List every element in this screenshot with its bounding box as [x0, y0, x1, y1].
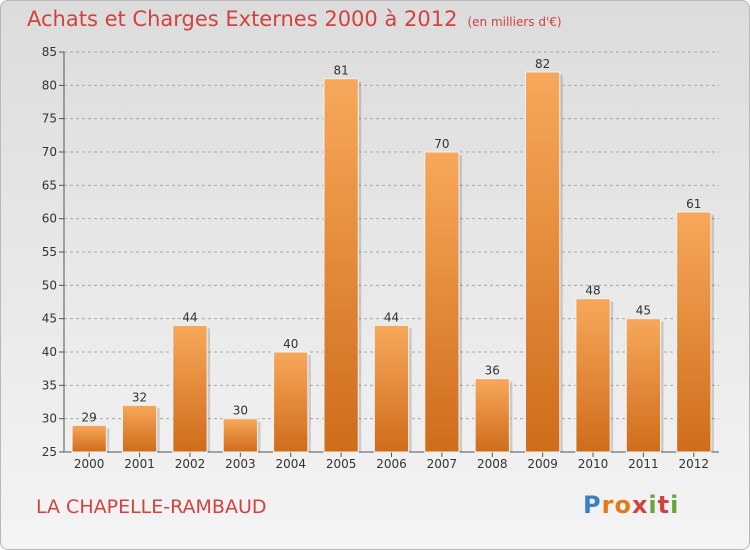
x-tick-label: 2007	[427, 457, 458, 471]
y-tick-label: 45	[42, 312, 57, 326]
bar-2004	[273, 351, 309, 453]
bar-2011	[625, 318, 662, 453]
y-tick-label: 25	[42, 445, 57, 459]
bar-value-label: 70	[434, 137, 449, 151]
bar-value-label: 44	[182, 310, 197, 324]
chart-title: Achats et Charges Externes 2000 à 2012 (e…	[27, 7, 562, 31]
bar-value-label: 30	[233, 404, 248, 418]
bars	[71, 71, 714, 453]
logo-letter: o	[614, 491, 632, 519]
x-tick-label: 2005	[326, 457, 357, 471]
y-tick-label: 50	[42, 278, 57, 292]
x-tick-label: 2001	[124, 457, 155, 471]
bar-2012	[676, 211, 712, 453]
labels: 25 30 35 40 45 50 55 60 65 70 75 80 85 29 2000 32 2001 44…	[42, 45, 709, 471]
bar-value-label: 61	[686, 197, 701, 211]
bar-value-label: 36	[485, 364, 500, 378]
x-tick-label: 2004	[275, 457, 306, 471]
bar-2006	[373, 324, 410, 453]
title-unit: (en milliers d'€)	[467, 15, 562, 29]
title-text: Achats et Charges Externes 2000 à 2012	[27, 7, 458, 31]
bar-value-label: 32	[132, 390, 147, 404]
y-tick-label: 30	[42, 412, 57, 426]
bar-2001	[121, 404, 158, 453]
y-tick-label: 65	[42, 178, 57, 192]
logo-letter: x	[631, 491, 649, 519]
bar-value-label: 48	[585, 284, 600, 298]
bar-2010	[575, 298, 611, 453]
bar-2008	[474, 378, 510, 453]
bar-chart: 25 30 35 40 45 50 55 60 65 70 75 80 85 29 2000 32 2001 44…	[42, 45, 719, 471]
logo-letter: P	[583, 491, 602, 519]
y-tick-label: 80	[42, 78, 57, 92]
bar-value-label: 40	[283, 337, 298, 351]
bar-value-label: 44	[384, 310, 399, 324]
y-tick-label: 85	[42, 45, 57, 59]
y-tick-label: 60	[42, 212, 57, 226]
y-tick-label: 55	[42, 245, 57, 259]
x-tick-label: 2009	[527, 457, 558, 471]
x-tick-label: 2006	[376, 457, 407, 471]
bar-value-label: 82	[535, 57, 550, 71]
bar-2003	[222, 418, 258, 453]
proxiti-logo: Proxiti	[583, 491, 679, 519]
bar-value-label: 45	[636, 304, 651, 318]
x-tick-label: 2000	[74, 457, 105, 471]
bar-2000	[71, 424, 107, 453]
x-tick-label: 2008	[477, 457, 508, 471]
logo-letter: i	[670, 491, 680, 519]
bar-2007	[424, 151, 460, 453]
bar-value-label: 29	[82, 410, 97, 424]
place-name: LA CHAPELLE-RAMBAUD	[36, 496, 267, 518]
logo-letter: r	[601, 491, 615, 519]
x-tick-label: 2012	[679, 457, 710, 471]
bar-2005	[323, 78, 359, 453]
x-tick-label: 2010	[578, 457, 609, 471]
y-tick-label: 70	[42, 145, 57, 159]
x-tick-label: 2002	[175, 457, 206, 471]
logo-letter: t	[657, 491, 671, 519]
x-tick-label: 2011	[628, 457, 659, 471]
y-tick-label: 35	[42, 378, 57, 392]
x-tick-label: 2003	[225, 457, 256, 471]
y-tick-label: 75	[42, 112, 57, 126]
bar-value-label: 81	[333, 64, 348, 78]
y-tick-label: 40	[42, 345, 57, 359]
logo-letter: i	[648, 491, 658, 519]
bar-2002	[172, 324, 208, 453]
bar-2009	[525, 71, 561, 453]
